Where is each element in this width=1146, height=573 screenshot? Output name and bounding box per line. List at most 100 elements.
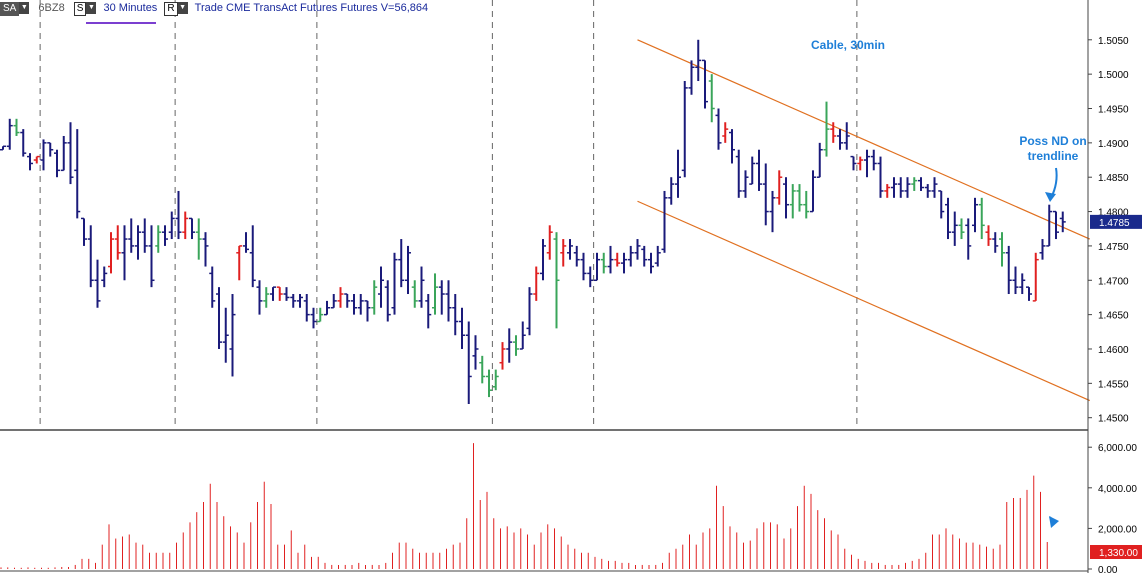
price-bar <box>850 155 857 171</box>
price-bar <box>411 280 418 308</box>
price-bar <box>337 287 344 308</box>
price-bar <box>54 149 60 178</box>
price-bar <box>864 149 870 178</box>
chevron-down-icon[interactable]: ▼ <box>19 2 30 14</box>
price-bar <box>756 149 762 191</box>
price-bar <box>688 60 695 95</box>
price-bar <box>168 211 175 240</box>
price-bar <box>310 307 317 329</box>
price-bar <box>297 294 303 308</box>
price-bar <box>114 225 121 260</box>
price-bar <box>67 122 74 185</box>
last-price-tag: 1.4785 <box>1099 218 1130 229</box>
price-bar <box>580 252 587 281</box>
price-bar <box>87 225 94 288</box>
price-bar <box>762 163 769 226</box>
contract-label: 6BZ8 <box>38 2 65 14</box>
price-bar <box>1032 252 1039 302</box>
price-bar <box>398 239 405 288</box>
price-bar <box>148 225 155 288</box>
price-bar <box>357 294 364 315</box>
chevron-down-icon[interactable]: ▼ <box>177 2 188 14</box>
price-bar <box>452 294 459 336</box>
s-box[interactable]: S <box>73 2 87 16</box>
price-bar <box>1019 273 1026 295</box>
price-bar <box>303 294 310 322</box>
price-bar <box>749 156 756 185</box>
symbol-box[interactable]: SA <box>0 2 20 16</box>
interval-underline <box>86 22 156 24</box>
annotation-text: Poss ND on <box>1019 134 1086 148</box>
price-bar <box>999 232 1005 267</box>
price-bar <box>891 177 897 198</box>
price-bar <box>627 245 634 267</box>
price-bar <box>189 217 195 240</box>
price-bar <box>445 280 452 322</box>
price-bar <box>486 369 492 398</box>
price-tick-label: 1.4650 <box>1098 311 1129 322</box>
price-bar <box>506 328 513 363</box>
price-bar <box>465 321 472 404</box>
price-bar <box>911 177 918 191</box>
price-bar <box>283 287 290 301</box>
price-bar <box>587 266 594 288</box>
price-bar <box>519 321 526 350</box>
price-bar <box>175 190 182 240</box>
price-bar <box>364 300 371 322</box>
price-bar <box>256 280 263 315</box>
r-box[interactable]: R <box>164 2 178 16</box>
channel-line <box>637 200 1090 402</box>
price-bar <box>472 335 479 370</box>
price-bar <box>830 122 837 143</box>
last-price-tag-bg <box>1090 214 1142 229</box>
price-bar <box>715 108 722 150</box>
price-bar <box>783 177 789 219</box>
price-bar <box>418 266 425 308</box>
price-bar <box>6 118 13 150</box>
trend-channel-layer <box>637 39 1090 402</box>
price-bar <box>1046 204 1053 247</box>
price-bar <box>735 149 742 198</box>
price-bar <box>121 225 128 281</box>
price-bar <box>141 218 148 253</box>
price-bar <box>924 184 931 198</box>
price-bar <box>378 266 384 308</box>
interval-label[interactable]: 30 Minutes <box>103 2 158 14</box>
price-bar <box>344 293 351 308</box>
price-bar <box>222 307 229 363</box>
price-bar <box>573 245 580 267</box>
price-bar <box>135 225 141 260</box>
price-bar <box>74 129 81 219</box>
channel-line <box>637 39 1090 240</box>
price-bar <box>499 342 506 370</box>
volume-tick-label: 6,000.00 <box>1098 443 1137 454</box>
chevron-down-icon[interactable]: ▼ <box>86 2 97 14</box>
price-bar <box>0 145 6 151</box>
price-bar <box>938 190 945 219</box>
price-bar <box>330 294 337 309</box>
price-bar <box>438 280 445 315</box>
price-bar <box>675 149 681 198</box>
price-bar <box>857 156 864 171</box>
price-bar <box>101 266 108 288</box>
price-bar <box>897 177 904 198</box>
price-bar <box>351 294 357 315</box>
price-bar <box>621 252 627 274</box>
price-bar <box>459 307 465 349</box>
volume-bars-layer <box>0 443 1048 569</box>
price-bar <box>236 245 243 281</box>
price-bar <box>405 245 411 295</box>
price-bar <box>681 81 688 178</box>
price-bar <box>654 245 661 267</box>
price-bar <box>567 239 573 260</box>
price-bar <box>243 232 249 253</box>
price-bar <box>810 170 816 213</box>
price-bar <box>391 252 398 315</box>
price-bar <box>958 218 965 240</box>
price-bar <box>972 197 978 233</box>
price-bar <box>870 149 877 171</box>
price-bar <box>533 266 540 301</box>
price-bar <box>526 287 533 336</box>
price-bar <box>607 245 614 274</box>
